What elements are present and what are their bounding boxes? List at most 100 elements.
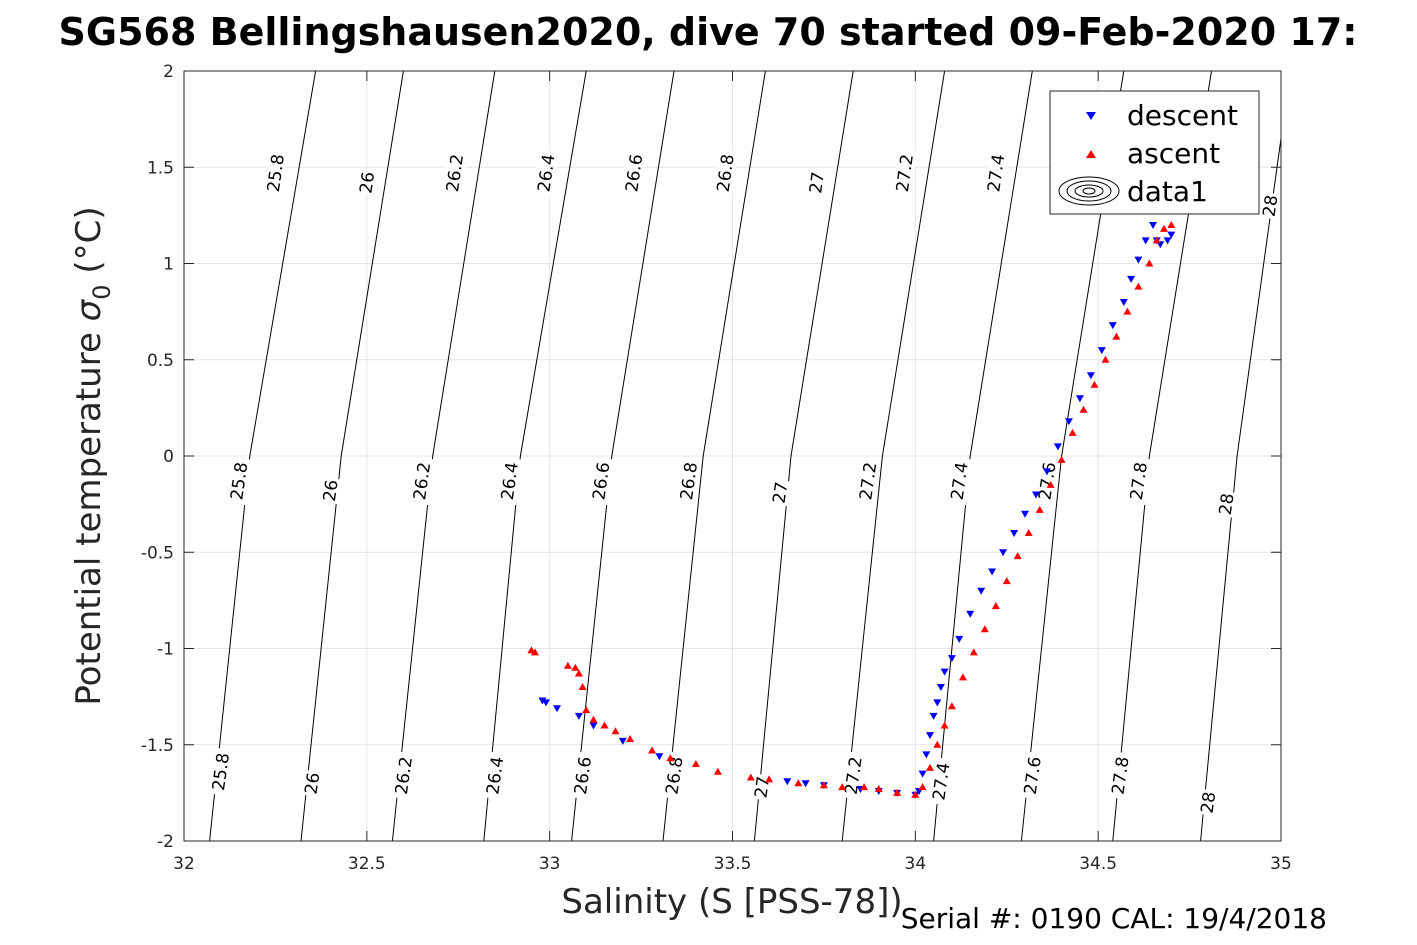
ascent-point [874, 785, 883, 792]
ascent-point [578, 683, 587, 690]
contour-label-bg [946, 456, 973, 506]
contour-label: 26 [320, 479, 343, 503]
ascent-point [980, 625, 989, 633]
descent-point [618, 737, 627, 745]
descent-point [955, 635, 964, 643]
ascent-point [563, 661, 572, 669]
x-tick-label: 34.5 [1079, 854, 1117, 874]
y-axis-label-text: Potential temperature [69, 332, 109, 705]
density-contour-line [662, 70, 766, 842]
ascent-point [1167, 221, 1176, 228]
contour-label: 26 [302, 771, 325, 795]
ascent-point [1134, 282, 1143, 290]
contour-label-bg [225, 456, 252, 506]
descent-point [929, 712, 938, 720]
y-axis-label-subscript: 0 [88, 284, 116, 299]
y-tick-label: -2 [157, 832, 174, 852]
x-tick-label: 32.5 [348, 854, 386, 874]
ascent-point [1160, 224, 1168, 232]
descent-point [1127, 275, 1136, 283]
x-tick-label: 35 [1270, 854, 1292, 874]
contour-label-bg [1214, 490, 1238, 518]
contour-label-bg [262, 148, 289, 198]
ascent-point [1046, 480, 1055, 488]
y-axis-label: Potential temperature σ0 (°C) [69, 206, 116, 705]
ascent-point [893, 788, 902, 796]
ascent-point [838, 783, 847, 791]
descent-point [1064, 418, 1073, 426]
x-axis-label: Salinity (S [PSS-78]) [561, 882, 902, 922]
ascent-point [713, 767, 722, 775]
density-contour-line [209, 70, 317, 842]
ascent-point [582, 706, 591, 714]
contour-label: 26 [356, 171, 379, 195]
contour-label-bg [481, 751, 508, 800]
contour-label-group: 26.6 [569, 751, 596, 800]
ascent-point [933, 740, 942, 748]
ascent-point [1101, 355, 1110, 363]
y-tick-label: 1 [163, 255, 174, 275]
y-axis-label-symbol: σ [69, 298, 109, 321]
descent-point [553, 705, 561, 713]
contour-label-bg [1106, 751, 1134, 800]
contour-label-group: 28 [1258, 192, 1282, 220]
contour-label-group: 26.4 [532, 148, 560, 198]
contour-label: 27 [770, 481, 793, 505]
descent-point [1021, 510, 1029, 518]
contour-label-bg [927, 757, 955, 806]
descent-point [936, 684, 945, 691]
contour-label-bg [982, 148, 1009, 198]
ascent-point [1079, 405, 1088, 413]
contour-label-bg [408, 456, 435, 506]
contour-label-bg [355, 168, 379, 197]
legend-ascent-label: ascent [1127, 137, 1220, 170]
ascent-point [589, 715, 598, 723]
contour-label-group: 25.8 [262, 148, 289, 198]
contour-label-group: 27 [750, 773, 774, 801]
ascent-point [819, 781, 828, 789]
descent-point [999, 549, 1008, 557]
descent-point [801, 780, 810, 788]
descent-point [940, 668, 949, 676]
contour-label-group: 28 [1214, 490, 1239, 518]
contour-label-bg [854, 456, 881, 506]
descent-point [947, 655, 956, 663]
ascent-point [746, 773, 755, 781]
descent-point [574, 712, 583, 720]
contour-label-bg [532, 148, 560, 198]
ascent-point [969, 648, 978, 656]
ascent-point [958, 673, 967, 681]
contour-label-group: 27.8 [1106, 751, 1134, 800]
ascent-point [691, 760, 700, 767]
contour-label-group: 27.6 [1019, 751, 1046, 800]
ascent-point [1035, 505, 1044, 513]
contour-label-group: 27.2 [891, 148, 918, 198]
contour-label-bg [804, 168, 829, 197]
ascent-point [531, 648, 539, 656]
y-axis-ticks: -2 -1.5 -1 -0.5 0 0.5 1 1.5 2 [141, 62, 1281, 852]
legend-data1-contour-icon [1058, 176, 1120, 206]
density-contour-line [753, 70, 854, 842]
ascent-point [947, 702, 956, 710]
descent-point [1149, 222, 1157, 229]
ascent-point [1057, 455, 1066, 463]
contour-label-group: 26 [300, 769, 325, 798]
descent-point [933, 699, 942, 707]
contour-label-bg [569, 751, 596, 800]
contour-label-group: 27.4 [946, 456, 973, 506]
ascent-point [940, 721, 949, 729]
x-tick-label: 33.5 [714, 854, 752, 874]
legend-descent-label: descent [1127, 99, 1238, 132]
contour-label-bg [891, 148, 918, 198]
x-tick-label: 32 [173, 854, 195, 874]
density-contour-line [391, 70, 496, 842]
contour-label-bg [1125, 456, 1152, 506]
ascent-point [600, 721, 609, 729]
descent-point [1119, 299, 1128, 306]
ascent-point [1112, 332, 1121, 340]
data-points [527, 221, 1176, 799]
contour-label-group: 26 [355, 168, 379, 197]
contour-label-bg [300, 769, 324, 798]
descent-point [1097, 347, 1106, 355]
descent-point [1053, 443, 1062, 451]
